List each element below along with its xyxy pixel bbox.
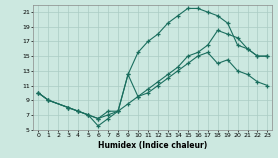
X-axis label: Humidex (Indice chaleur): Humidex (Indice chaleur) [98, 141, 207, 150]
